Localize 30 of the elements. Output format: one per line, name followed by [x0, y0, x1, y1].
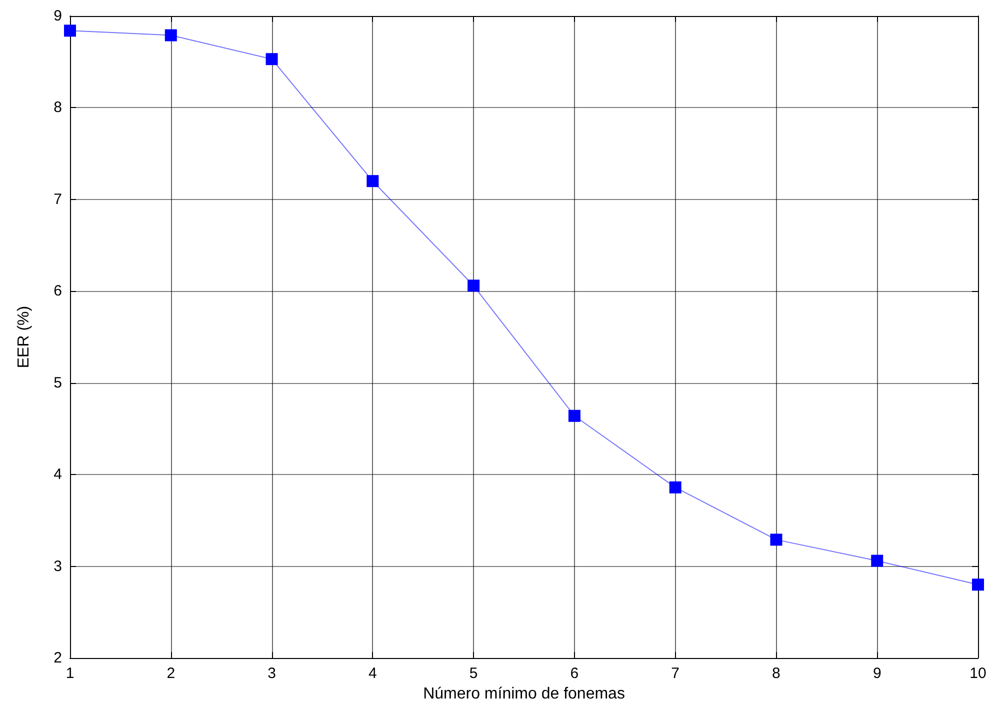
point: [164, 29, 177, 42]
x-tick-label: 9: [872, 665, 882, 682]
y-tick-label: 2: [54, 650, 62, 666]
point: [366, 175, 379, 188]
point: [972, 578, 984, 591]
point: [568, 410, 580, 422]
x-tick-label: 7: [671, 665, 680, 682]
x-tick-label: 4: [368, 665, 377, 682]
x-tick-label: 3: [268, 665, 276, 682]
point: [468, 280, 480, 292]
y-tick-label: 5: [54, 374, 62, 392]
point: [266, 53, 278, 66]
y-axis-title: EER (%): [16, 306, 32, 368]
y-tick-label: 3: [54, 558, 62, 575]
y-tick-label: 7: [54, 190, 62, 208]
point: [669, 481, 682, 494]
x-tick-label: 1: [66, 665, 74, 682]
x-tick-label: 6: [570, 665, 579, 682]
x-axis-title: Número mínimo de fonemas: [423, 685, 625, 702]
point: [770, 534, 782, 546]
x-tick-label: 10: [970, 665, 986, 682]
y-tick-label: 9: [54, 8, 62, 24]
y-tick-label: 4: [54, 466, 62, 484]
y-tick-label: 6: [54, 282, 62, 300]
point: [64, 24, 76, 37]
x-tick-label: 5: [469, 665, 478, 682]
x-tick-label: 8: [772, 665, 780, 682]
y-tick-label: 8: [54, 99, 62, 116]
x-tick-label: 2: [166, 665, 176, 682]
point: [871, 554, 884, 567]
